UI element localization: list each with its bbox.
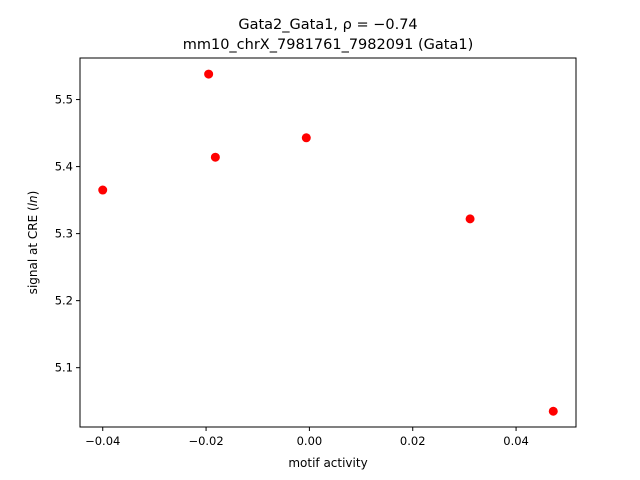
y-tick-label: 5.2 — [55, 294, 73, 308]
plot-frame — [79, 57, 577, 428]
data-point — [204, 69, 214, 79]
y-axis-ticks: 5.1 5.2 5.3 5.4 5.5 — [55, 93, 80, 375]
data-point — [98, 185, 108, 195]
y-axis-label-prefix: signal at CRE ( — [26, 206, 40, 294]
x-tick-label: −0.04 — [85, 434, 120, 448]
data-point — [210, 152, 220, 162]
x-tick-label: 0.00 — [297, 434, 323, 448]
y-tick-label: 5.4 — [55, 160, 73, 174]
data-points — [98, 69, 558, 416]
data-point — [548, 406, 558, 416]
chart-title-line1: Gata2_Gata1, ρ = −0.74 — [238, 17, 417, 33]
x-tick-label: −0.02 — [188, 434, 223, 448]
x-axis-label: motif activity — [288, 456, 367, 470]
y-axis-label-suffix: ) — [26, 191, 40, 196]
y-axis-label: signal at CRE (ln) — [26, 191, 40, 295]
y-tick-label: 5.3 — [55, 227, 73, 241]
x-tick-label: 0.02 — [400, 434, 426, 448]
y-axis-label-italic: ln — [26, 195, 40, 206]
x-tick-label: 0.04 — [503, 434, 529, 448]
data-point — [301, 133, 311, 143]
y-tick-label: 5.1 — [55, 361, 73, 375]
chart-title-line2: mm10_chrX_7981761_7982091 (Gata1) — [183, 37, 474, 53]
x-axis-ticks: −0.04 −0.02 0.00 0.02 0.04 — [85, 427, 529, 448]
y-tick-label: 5.5 — [55, 93, 73, 107]
data-point — [465, 214, 475, 224]
